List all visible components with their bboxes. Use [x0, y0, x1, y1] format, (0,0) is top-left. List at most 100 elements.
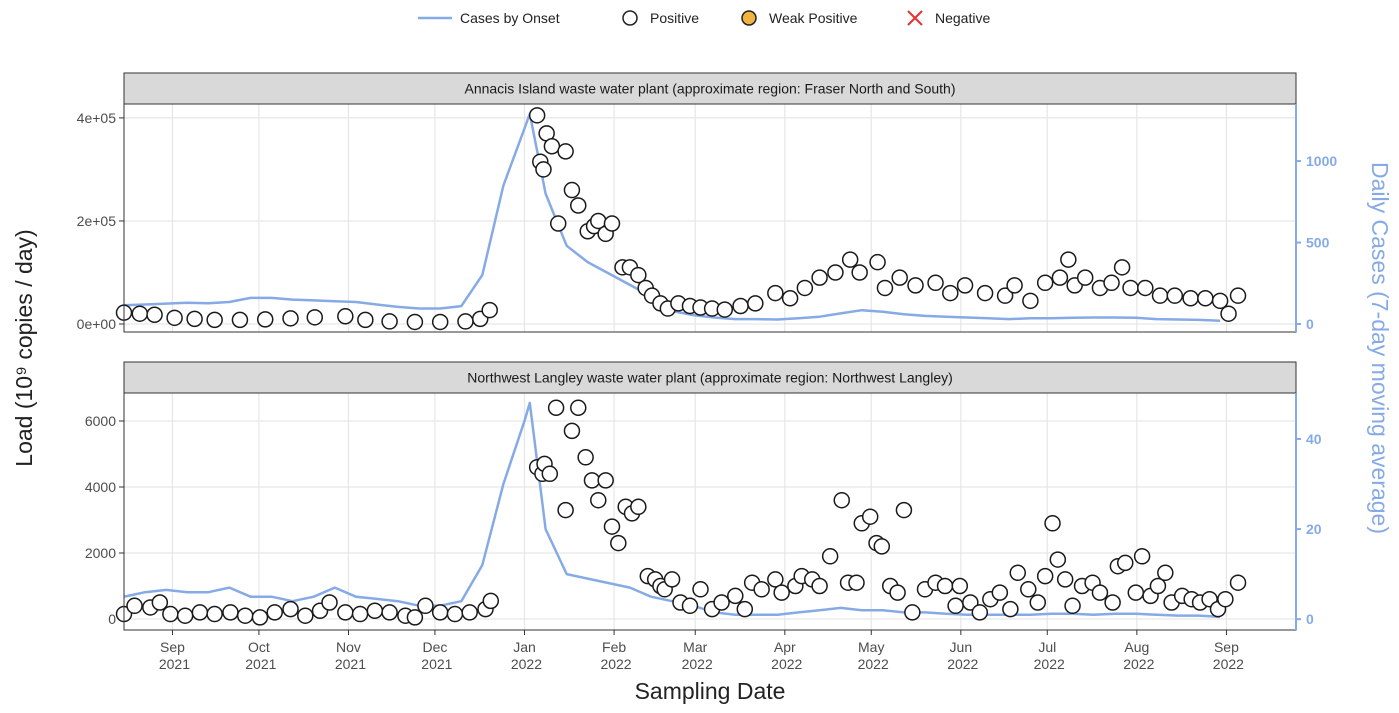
- legend-marker: [741, 10, 757, 26]
- x-tick-label: Sep 2021: [155, 639, 190, 672]
- sample-point: [951, 577, 969, 595]
- sample-point: [895, 501, 913, 519]
- sample-point: [151, 594, 169, 611]
- y2-axis-title: Daily Cases (7-day moving average): [1367, 162, 1393, 534]
- x-tick-label: Mar 2022: [678, 639, 713, 672]
- legend-marker: [622, 10, 638, 26]
- sample-point: [570, 399, 587, 417]
- x-tick-label: May 2022: [854, 639, 889, 672]
- sample-point: [381, 313, 398, 330]
- sample-point: [366, 602, 384, 620]
- sample-point: [282, 310, 299, 327]
- plot-area: [124, 393, 1296, 630]
- sample-point: [1113, 259, 1131, 276]
- sample-point: [236, 607, 254, 624]
- sample-point: [927, 274, 944, 292]
- sample-point: [1044, 515, 1061, 532]
- x-tick-label: Jan 2022: [507, 639, 542, 672]
- sample-point: [1022, 292, 1039, 310]
- sample-point: [543, 138, 561, 155]
- legend-marker: [907, 10, 923, 26]
- sample-point: [1117, 554, 1134, 572]
- sample-point: [947, 597, 964, 615]
- sample-point: [1029, 594, 1047, 611]
- y-tick-label: 0e+00: [77, 316, 117, 332]
- sample-point: [1056, 571, 1074, 588]
- sample-point: [753, 581, 770, 598]
- sample-point: [1006, 277, 1023, 294]
- sample-point: [481, 301, 498, 319]
- cases-line: [123, 401, 1221, 619]
- sample-point: [681, 597, 699, 615]
- sample-point: [767, 571, 784, 588]
- sample-point: [876, 279, 894, 297]
- sample-point: [1166, 287, 1184, 304]
- sample-point: [583, 472, 601, 489]
- sample-point: [1211, 292, 1229, 310]
- sample-point: [535, 161, 552, 178]
- sample-point: [206, 605, 223, 623]
- legend-label: Weak Positive: [769, 10, 858, 26]
- sample-point: [528, 107, 546, 124]
- sample-point: [727, 587, 744, 605]
- sample-point: [1049, 551, 1067, 568]
- sample-point: [1060, 251, 1077, 268]
- x-tick-label: Feb 2022: [597, 639, 632, 672]
- sample-point: [126, 597, 143, 615]
- strip: [123, 361, 1297, 394]
- sample-point: [976, 284, 994, 302]
- sample-point: [1064, 597, 1081, 615]
- x-tick-label: Oct 2021: [241, 639, 276, 672]
- sample-point: [1122, 279, 1139, 297]
- panel-title: Northwest Langley waste water plant (app…: [467, 370, 953, 386]
- sample-point: [541, 465, 559, 483]
- sample-point: [630, 498, 647, 516]
- sample-point: [1151, 287, 1169, 304]
- sample-point: [811, 577, 828, 595]
- x-tick-label: Nov 2021: [331, 639, 366, 672]
- sample-point: [610, 534, 627, 552]
- sample-point: [1137, 279, 1154, 297]
- sample-point: [732, 297, 749, 315]
- sample-point: [597, 472, 614, 489]
- sample-point: [1197, 290, 1214, 307]
- sample-point: [873, 538, 891, 555]
- sample-point: [869, 253, 886, 271]
- y2-tick-label: 0: [1306, 316, 1314, 332]
- sample-point: [146, 306, 163, 323]
- sample-point: [1036, 567, 1054, 585]
- sample-point: [692, 581, 709, 598]
- x-tick-label: Jul 2022: [1030, 639, 1065, 672]
- sample-point: [381, 604, 398, 621]
- sample-point: [417, 597, 434, 615]
- sample-point: [603, 215, 621, 232]
- sample-point: [176, 607, 194, 624]
- y-tick-label: 4000: [85, 479, 116, 495]
- sample-point: [446, 605, 464, 623]
- y-tick-label: 2000: [85, 545, 116, 561]
- sample-point: [603, 518, 621, 535]
- sample-point: [781, 290, 799, 307]
- y-axis-title: Load (10⁹ copies / day): [11, 229, 37, 466]
- sample-point: [431, 313, 449, 331]
- sample-point: [630, 266, 647, 284]
- y-tick-label: 6000: [85, 413, 116, 429]
- sample-point: [282, 600, 299, 618]
- sample-point: [907, 277, 924, 294]
- sample-point: [251, 609, 269, 626]
- sample-point: [1051, 269, 1069, 286]
- sample-point: [1009, 564, 1027, 582]
- sample-point: [773, 584, 790, 601]
- y2-tick-label: 500: [1306, 235, 1330, 251]
- sample-point: [547, 399, 565, 417]
- sample-point: [1149, 577, 1167, 595]
- y2-tick-label: 0: [1306, 611, 1314, 627]
- legend-label: Negative: [935, 10, 990, 26]
- sample-point: [570, 197, 587, 214]
- sample-point: [821, 548, 839, 565]
- sample-point: [996, 287, 1014, 304]
- sample-point: [904, 604, 921, 621]
- sample-point: [431, 604, 449, 621]
- sample-point: [1104, 594, 1121, 611]
